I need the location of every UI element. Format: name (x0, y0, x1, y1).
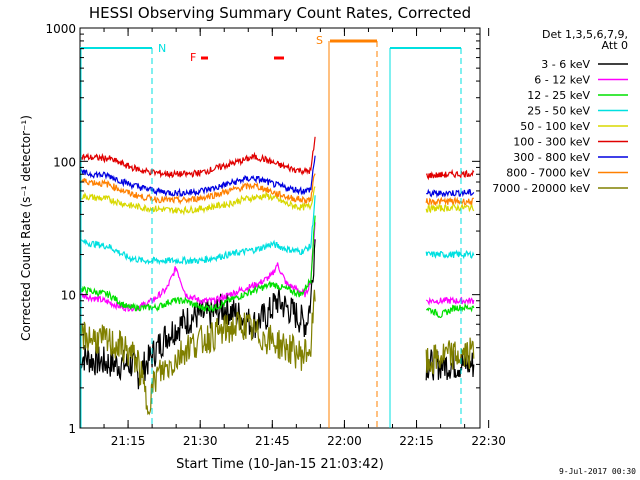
legend-label: 3 - 6 keV (541, 58, 590, 71)
x-tick-label: 21:45 (255, 434, 290, 448)
legend-label: 800 - 7000 keV (506, 167, 590, 180)
series-line (80, 173, 316, 205)
legend-label: 7000 - 20000 keV (492, 182, 590, 195)
series-line (80, 289, 316, 416)
series-line (80, 155, 316, 198)
x-tick-label: 22:30 (471, 434, 506, 448)
y-tick-label: 10 (61, 289, 76, 303)
legend-label: 25 - 50 keV (527, 105, 590, 118)
legend-label: 12 - 25 keV (527, 89, 590, 102)
chart-title: HESSI Observing Summary Count Rates, Cor… (89, 4, 471, 22)
plot-frame (79, 27, 481, 429)
series-line (425, 168, 475, 181)
x-tick-label: 22:15 (399, 434, 434, 448)
series-line (80, 215, 316, 313)
x-tick-label: 22:00 (327, 434, 362, 448)
flag-label: S (316, 34, 323, 47)
y-tick-label: 100 (53, 155, 76, 169)
flag-label: N (158, 42, 166, 55)
legend-label: 6 - 12 keV (534, 74, 590, 87)
series-line (80, 239, 316, 390)
series-line (426, 302, 475, 319)
x-tick-label: 21:15 (111, 434, 146, 448)
y-axis-label: Corrected Count Rate (s⁻¹ detector⁻¹) (19, 115, 33, 341)
y-tick-label: 1000 (45, 22, 76, 36)
series-line (426, 188, 475, 199)
series-line (425, 196, 475, 207)
series-line (80, 195, 316, 266)
series-line (425, 203, 475, 214)
series-line (80, 136, 316, 179)
legend-label: 100 - 300 keV (513, 136, 590, 149)
x-tick-label: 21:30 (183, 434, 218, 448)
series-line (425, 337, 475, 375)
legend-label: 50 - 100 keV (520, 120, 590, 133)
series-line (425, 296, 475, 306)
series-line (425, 249, 475, 260)
x-axis-label: Start Time (10-Jan-15 21:03:42) (176, 457, 384, 472)
y-tick-label: 1 (68, 422, 76, 436)
flag-label: F (190, 51, 196, 64)
series-line (81, 222, 316, 313)
footer-date: 9-Jul-2017 00:30 (559, 467, 636, 476)
legend-label: 300 - 800 keV (513, 151, 590, 164)
legend-header: Att 0 (602, 39, 628, 52)
legend-header: Det 1,3,5,6,7,9, (542, 28, 628, 41)
